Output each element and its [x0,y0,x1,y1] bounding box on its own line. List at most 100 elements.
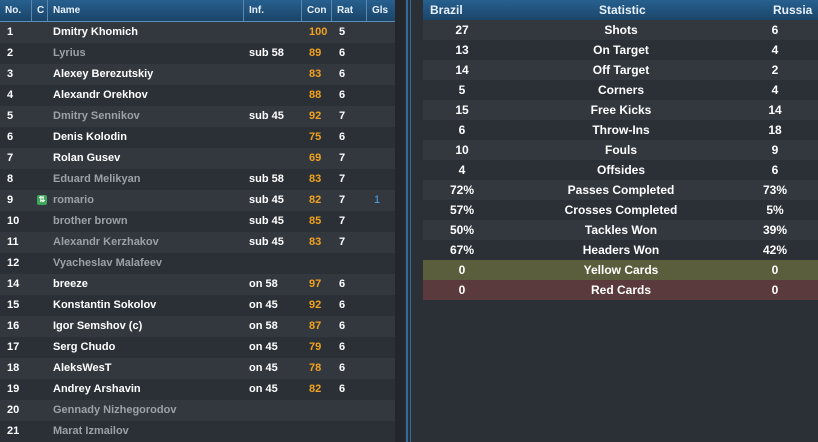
col-con[interactable]: Con [302,0,332,21]
stat-right-value: 6 [771,23,779,37]
player-name: Konstantin Sokolov [53,299,157,311]
player-row[interactable]: 4 Alexandr Orekhov 88 6 [0,85,395,106]
stat-right-value: 4 [771,83,779,97]
player-condition: 92 [309,110,322,122]
player-rating: 6 [339,131,346,143]
player-number: 9 [7,194,14,206]
player-info: on 58 [249,320,278,332]
player-condition: 75 [309,131,322,143]
stat-row: 72% Passes Completed 73% [423,180,818,200]
stat-name: Fouls [605,143,637,157]
player-row[interactable]: 15 Konstantin Sokolov on 45 92 6 [0,295,395,316]
col-gls[interactable]: Gls [372,5,389,16]
right-team-label: Russia [773,3,813,17]
player-number: 11 [7,236,19,248]
player-row[interactable]: 12 Vyacheslav Malafeev [0,253,395,274]
player-row[interactable]: 7 Rolan Gusev 69 7 [0,148,395,169]
stat-row: 5 Corners 4 [423,80,818,100]
player-row[interactable]: 19 Andrey Arshavin on 45 82 6 [0,379,395,400]
stat-left-value: 57% [449,203,475,217]
player-rating: 6 [339,47,346,59]
panel-divider [395,0,405,442]
player-condition: 85 [309,215,322,227]
player-row[interactable]: 10 brother brown sub 45 85 7 [0,211,395,232]
divider-line-2 [410,0,411,442]
stat-right-value: 18 [768,123,782,137]
player-row[interactable]: 17 Serg Chudo on 45 79 6 [0,337,395,358]
player-row[interactable]: 1 Dmitry Khomich 100 5 [0,22,395,43]
stats-panel: Brazil Statistic Russia 27 Shots 6 13 On Tar… [423,0,818,442]
player-condition: 69 [309,152,322,164]
player-number: 21 [7,425,20,437]
player-rating: 7 [339,110,346,122]
player-number: 17 [7,341,20,353]
player-row[interactable]: 18 AleksWesT on 45 78 6 [0,358,395,379]
stat-name: Red Cards [590,283,652,297]
player-row[interactable]: 3 Alexey Berezutskiy 83 6 [0,64,395,85]
player-row[interactable]: 2 Lyrius sub 58 89 6 [0,43,395,64]
player-condition: 83 [309,236,322,248]
stat-row: 57% Crosses Completed 5% [423,200,818,220]
col-name[interactable]: Name [48,0,244,21]
stat-right-value: 6 [771,163,779,177]
player-rating: 6 [339,89,346,101]
players-panel: No. C Name Inf. Con Rat Gls 1 Dmitry Khom… [0,0,395,442]
player-row[interactable]: 9 ⇅ romario sub 45 82 7 1 [0,190,395,211]
player-row[interactable]: 16 Igor Semshov (c) on 58 87 6 [0,316,395,337]
stat-left-value: 10 [455,143,469,157]
stat-name: Yellow Cards [583,263,659,277]
stat-name: Off Target [592,63,650,77]
player-condition: 97 [309,278,322,290]
col-no[interactable]: No. [0,0,32,21]
player-row[interactable]: 14 breeze on 58 97 6 [0,274,395,295]
col-inf[interactable]: Inf. [244,0,302,21]
player-row[interactable]: 20 Gennady Nizhegorodov [0,400,395,421]
player-name: Andrey Arshavin [53,383,141,395]
stat-right-value: 0 [771,263,779,277]
stat-left-value: 67% [449,243,475,257]
player-name: brother brown [53,215,128,227]
player-row[interactable]: 11 Alexandr Kerzhakov sub 45 83 7 [0,232,395,253]
player-name: Dmitry Khomich [53,26,138,38]
player-info: on 58 [249,278,278,290]
player-condition: 88 [309,89,322,101]
stat-left-value: 4 [458,163,466,177]
player-info: on 45 [249,341,278,353]
stat-row: 15 Free Kicks 14 [423,100,818,120]
player-condition: 89 [309,47,322,59]
stat-row: 0 Red Cards 0 [423,280,818,300]
player-number: 5 [7,110,14,122]
player-rating: 6 [339,362,346,374]
player-number: 14 [7,278,20,290]
player-row[interactable]: 6 Denis Kolodin 75 6 [0,127,395,148]
player-name: Dmitry Sennikov [53,110,140,122]
player-row[interactable]: 5 Dmitry Sennikov sub 45 92 7 [0,106,395,127]
player-number: 15 [7,299,20,311]
stat-right-value: 9 [771,143,779,157]
stat-left-value: 14 [455,63,469,77]
player-rating: 7 [339,194,346,206]
player-rating: 7 [339,215,346,227]
substitution-icon[interactable]: ⇅ [37,195,47,205]
player-name: Denis Kolodin [53,131,127,143]
stat-name: Offsides [596,163,645,177]
col-c[interactable]: C [32,0,48,21]
player-info: on 45 [249,383,278,395]
stat-left-value: 15 [455,103,469,117]
statistic-label: Statistic [599,3,646,17]
col-rat[interactable]: Rat [332,0,367,21]
stat-row: 14 Off Target 2 [423,60,818,80]
player-condition: 100 [309,26,328,38]
player-row[interactable]: 21 Marat Izmailov [0,421,395,442]
player-row[interactable]: 8 Eduard Melikyan sub 58 83 7 [0,169,395,190]
player-number: 12 [7,257,20,269]
player-name: breeze [53,278,88,290]
stat-row: 27 Shots 6 [423,20,818,40]
stat-row: 10 Fouls 9 [423,140,818,160]
player-name: Vyacheslav Malafeev [53,257,163,269]
stat-name: Free Kicks [590,103,652,117]
stat-right-value: 42% [762,243,788,257]
player-name: romario [53,194,94,206]
stat-name: Crosses Completed [564,203,678,217]
player-info: sub 45 [249,194,284,206]
